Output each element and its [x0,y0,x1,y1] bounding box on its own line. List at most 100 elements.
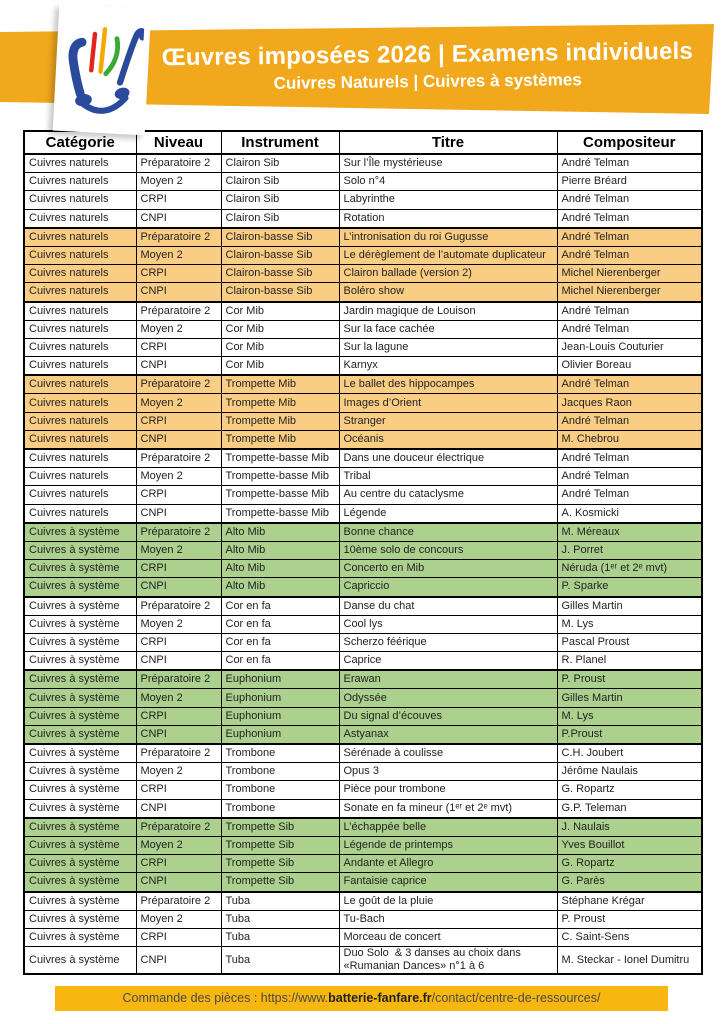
table-row: Cuivres à système Préparatoire 2 Trompette… [23,816,703,837]
cell-niveau: Préparatoire 2 [135,669,222,690]
cell-titre: L’intronisation du roi Gugusse [338,226,558,247]
cell-niveau: CNPI [135,282,222,302]
cell-compositeur: Pierre Bréard [556,172,703,192]
cell-titre: Capriccio [338,577,558,597]
cell-compositeur: J. Naulais [556,816,703,837]
cell-categorie: Cuivres naturels [23,485,137,505]
cell-niveau: CNPI [135,208,222,229]
cell-instrument: Trombone [220,743,340,764]
table-row: Cuivres à système CRPI Alto Mib Concerto en… [23,559,703,579]
cell-compositeur: André Telman [556,448,703,469]
cell-categorie: Cuivres à système [23,780,137,800]
cell-titre: Légende [338,503,558,524]
cell-niveau: Moyen 2 [135,835,222,856]
cell-compositeur: André Telman [556,374,703,395]
col-header-niveau: Niveau [135,130,222,155]
cell-compositeur: André Telman [556,245,703,266]
cell-compositeur: Gilles Martin [556,595,703,616]
cell-niveau: CRPI [135,337,222,358]
footer-link[interactable]: Commande des pièces : https://www.batter… [123,991,601,1005]
cell-niveau: CNPI [135,946,222,975]
table-header-row: Catégorie Niveau Instrument Titre Compos… [23,130,703,155]
table-row: Cuivres naturels Préparatoire 2 Clairon-ba… [23,226,703,247]
table-row: Cuivres naturels CRPI Clairon Sib Labyrinth… [23,190,703,210]
table-row: Cuivres naturels Moyen 2 Clairon-basse Sib… [23,245,703,266]
cell-compositeur: M. Chebrou [556,429,703,450]
cell-titre: Morceau de concert [338,927,558,948]
cell-titre: Concerto en Mib [338,559,558,579]
table-container: Catégorie Niveau Instrument Titre Compos… [23,130,703,976]
batterie-fanfare-logo-icon [68,26,145,114]
cell-niveau: Moyen 2 [135,688,222,708]
cell-instrument: Cor en fa [220,651,340,671]
cell-niveau: CNPI [135,429,222,450]
cell-categorie: Cuivres naturels [23,190,137,210]
table-row: Cuivres à système Moyen 2 Cor en fa Cool ly… [23,614,703,634]
cell-titre: Bonne chance [338,521,558,542]
cell-niveau: CNPI [135,724,222,745]
cell-categorie: Cuivres à système [23,688,137,708]
cell-categorie: Cuivres naturels [23,411,137,431]
footer-bar: Commande des pièces : https://www.batter… [55,986,668,1011]
cell-niveau: CNPI [135,798,222,819]
cell-categorie: Cuivres naturels [23,429,137,450]
table-row: Cuivres naturels Préparatoire 2 Trompette … [23,374,703,395]
cell-categorie: Cuivres à système [23,595,137,616]
cell-niveau: CRPI [135,559,222,579]
cell-compositeur: André Telman [556,485,703,505]
table-row: Cuivres naturels Moyen 2 Clairon Sib Solo n… [23,172,703,192]
cell-instrument: Cor Mib [220,319,340,339]
cell-categorie: Cuivres naturels [23,374,137,395]
cell-categorie: Cuivres à système [23,927,137,948]
cell-titre: Pièce pour trombone [338,780,558,800]
cell-instrument: Trompette Mib [220,393,340,413]
cell-titre: Opus 3 [338,762,558,782]
cell-instrument: Clairon-basse Sib [220,245,340,266]
cell-niveau: Moyen 2 [135,467,222,487]
cell-instrument: Euphonium [220,724,340,745]
cell-compositeur: G. Ropartz [556,780,703,800]
cell-niveau: CRPI [135,632,222,653]
col-header-titre: Titre [338,130,558,155]
table-row: Cuivres naturels CRPI Clairon-basse Sib Cla… [23,264,703,284]
cell-categorie: Cuivres à système [23,762,137,782]
table-row: Cuivres à système CRPI Tuba Morceau de conc… [23,927,703,948]
cell-instrument: Trombone [220,798,340,819]
cell-compositeur: André Telman [556,226,703,247]
table-row: Cuivres à système CRPI Trombone Pièce pour … [23,780,703,800]
cell-compositeur: C.H. Joubert [556,743,703,764]
cell-compositeur: M. Steckar - Ionel Dumitru [556,946,703,975]
logo [52,3,152,136]
cell-instrument: Tuba [220,909,340,929]
cell-categorie: Cuivres à système [23,540,137,561]
cell-niveau: Moyen 2 [135,540,222,561]
cell-titre: L’échappée belle [338,816,558,837]
cell-compositeur: Néruda (1ᵉʳ et 2ᵉ mvt) [556,559,703,579]
cell-compositeur: André Telman [556,411,703,431]
table-row: Cuivres naturels Moyen 2 Trompette Mib Imag… [23,393,703,413]
cell-titre: Dans une douceur électrique [338,448,558,469]
cell-categorie: Cuivres à système [23,890,137,911]
table-row: Cuivres à système Moyen 2 Euphonium Odyssée… [23,688,703,708]
cell-titre: Labyrinthe [338,190,558,210]
cell-titre: Légende de printemps [338,835,558,856]
col-header-instrument: Instrument [220,130,340,155]
cell-titre: Boléro show [338,282,558,302]
cell-titre: 10ème solo de concours [338,540,558,561]
cell-titre: Andante et Allegro [338,854,558,874]
table-row: Cuivres naturels CNPI Clairon-basse Sib Bol… [23,282,703,302]
cell-compositeur: André Telman [556,190,703,210]
cell-instrument: Clairon-basse Sib [220,282,340,302]
cell-compositeur: G.P. Teleman [556,798,703,819]
cell-compositeur: M. Méreaux [556,521,703,542]
table-row: Cuivres à système Moyen 2 Trompette Sib Lég… [23,835,703,856]
cell-titre: Odyssée [338,688,558,708]
cell-compositeur: J. Porret [556,540,703,561]
cell-categorie: Cuivres naturels [23,172,137,192]
cell-titre: Fantaisie caprice [338,872,558,892]
cell-instrument: Tuba [220,927,340,948]
cell-niveau: Moyen 2 [135,762,222,782]
cell-categorie: Cuivres naturels [23,282,137,302]
cell-categorie: Cuivres à système [23,651,137,671]
cell-titre: Danse du chat [338,595,558,616]
